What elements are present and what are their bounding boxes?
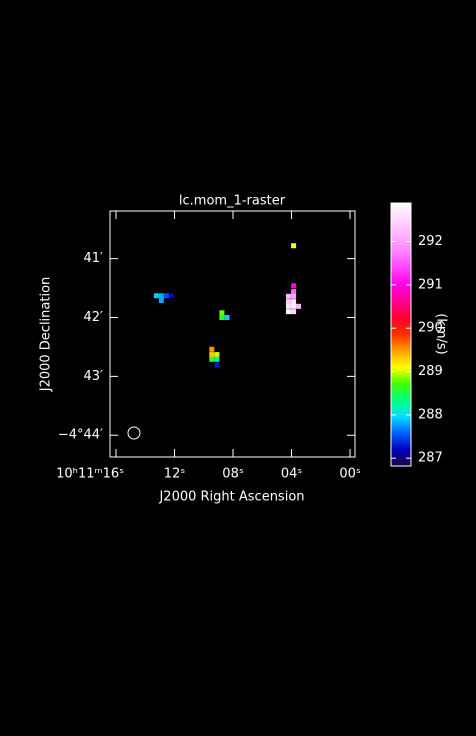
colorbar-tick-label: 289 xyxy=(418,364,443,379)
pixel xyxy=(163,293,169,299)
pixel xyxy=(291,293,297,299)
pixel xyxy=(224,315,230,321)
pixel xyxy=(158,297,164,303)
pixel xyxy=(219,310,225,316)
pixel xyxy=(285,309,291,315)
y-tick-label: 41′ xyxy=(84,251,104,266)
pixel xyxy=(291,299,297,305)
pixel xyxy=(285,299,291,305)
pixel xyxy=(291,243,297,249)
x-axis-label: J2000 Right Ascension xyxy=(158,490,304,505)
y-axis-label: J2000 Declination xyxy=(39,277,54,393)
y-tick-label: 43′ xyxy=(84,369,104,384)
plot-frame xyxy=(109,210,356,458)
pixel xyxy=(285,303,291,309)
colorbar-tick-label: 292 xyxy=(418,234,443,249)
x-tick-label: 04ˢ xyxy=(281,467,303,482)
beam xyxy=(127,426,141,440)
colorbar-tick-label: 288 xyxy=(418,407,443,422)
y-tick-label: 42′ xyxy=(84,310,104,325)
pixel xyxy=(153,293,159,299)
colorbar-label: (km/s) xyxy=(434,313,449,355)
pixel xyxy=(158,293,164,299)
colorbar-tick-label: 290 xyxy=(418,321,443,336)
chart-title: lc.mom_1-raster xyxy=(179,194,286,209)
pixel xyxy=(291,289,297,295)
colorbar-tick-label: 287 xyxy=(418,451,443,466)
colorbar xyxy=(390,202,412,467)
pixel xyxy=(214,352,220,358)
pixel xyxy=(285,293,291,299)
pixel xyxy=(168,293,174,299)
pixel xyxy=(219,315,225,321)
x-tick-label: 00ˢ xyxy=(339,467,361,482)
pixel xyxy=(209,346,215,352)
pixel xyxy=(291,309,297,315)
x-tick-label: 12ˢ xyxy=(164,467,186,482)
pixel xyxy=(214,362,220,368)
x-tick-label: 10ʰ11ᵐ16ˢ xyxy=(56,467,124,482)
pixel xyxy=(209,352,215,358)
y-tick-label: −4°44′ xyxy=(58,428,103,443)
pixel xyxy=(214,356,220,362)
pixel xyxy=(291,283,297,289)
x-tick-label: 08ˢ xyxy=(222,467,244,482)
pixel xyxy=(296,303,302,309)
colorbar-tick-label: 291 xyxy=(418,277,443,292)
pixel xyxy=(291,303,297,309)
pixel xyxy=(209,356,215,362)
